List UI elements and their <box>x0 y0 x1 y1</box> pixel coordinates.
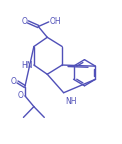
Text: O: O <box>18 91 23 100</box>
Text: HN: HN <box>21 60 32 70</box>
Text: O: O <box>11 77 17 86</box>
Text: O: O <box>21 17 27 26</box>
Text: OH: OH <box>50 17 61 26</box>
Text: NH: NH <box>65 97 77 106</box>
